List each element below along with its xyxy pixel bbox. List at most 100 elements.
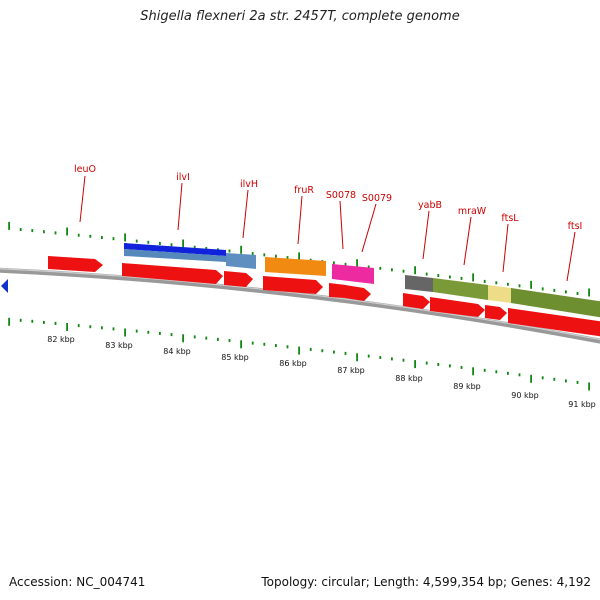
major-tick [356,353,358,362]
minor-tick [263,342,266,346]
scale-label: 89 kbp [453,382,481,391]
feature-bar-mraw [433,278,488,300]
cds-arrow-frur [263,276,323,294]
minor-tick [379,356,382,359]
gene-leaders [79,175,576,282]
minor-tick [507,282,509,286]
cds-arrow-s0079 [345,285,371,301]
scale-label: 83 kbp [105,341,133,350]
lower-tick-row [8,317,590,391]
major-tick [588,382,590,391]
gene-label: ftsL [501,213,519,224]
minor-tick [391,357,393,361]
minor-tick [518,373,521,377]
minor-tick [228,339,231,343]
minor-tick [43,320,45,324]
major-tick [124,328,126,337]
minor-tick [101,326,103,330]
minor-tick [483,368,486,372]
minor-tick [402,269,405,273]
left-triangle-icon[interactable] [1,279,8,293]
minor-tick [541,287,544,291]
major-tick [8,221,10,230]
upper-tick-row [8,221,590,297]
minor-tick [135,239,138,243]
minor-tick [159,331,161,335]
major-tick [356,259,358,268]
minor-tick [402,358,405,362]
minor-tick [460,276,463,280]
major-tick [240,340,242,349]
minor-tick [31,319,34,323]
minor-tick [159,242,161,245]
minor-tick [309,347,312,351]
cds-arrow-ilvh [224,271,253,287]
minor-tick [275,344,277,348]
feature-bar-ilvh [226,253,256,269]
minor-tick [205,247,208,250]
minor-tick [193,335,196,339]
cds-arrow-ftsi [508,308,600,337]
cds-arrow-ftsl [485,305,507,320]
minor-tick [483,279,486,283]
minor-tick [77,324,80,328]
minor-tick [275,254,277,258]
cds-arrow-yabb [403,293,430,309]
minor-tick [170,243,173,247]
feature-bar-ftsl [488,285,511,303]
gene-label: ilvI [176,172,190,183]
major-tick [530,280,532,289]
minor-tick [518,284,521,288]
minor-tick [425,272,428,276]
minor-tick [286,256,289,260]
gene-label: yabB [418,200,442,211]
major-tick [298,346,300,355]
scale-label: 84 kbp [163,347,191,356]
minor-tick [217,337,219,341]
feature-bar-s0078 [332,264,374,284]
cds-track [48,256,600,337]
minor-tick [565,379,567,383]
gene-label: mraW [458,206,487,217]
major-tick [588,288,590,297]
major-tick [182,334,184,343]
minor-tick [425,361,428,365]
minor-tick [89,325,92,329]
feature-bar-ilvi [124,249,226,262]
feature-bar-ilvi-dark [124,243,226,256]
gene-label: leuO [74,164,96,175]
minor-tick [147,240,150,244]
scale-label: 86 kbp [279,359,307,368]
minor-tick [367,265,370,269]
minor-tick [379,266,382,270]
minor-tick [251,252,254,256]
minor-tick [89,234,92,238]
minor-tick [251,341,254,345]
gene-label: ilvH [240,179,258,190]
minor-tick [460,365,463,369]
minor-tick [193,245,196,249]
major-tick [472,273,474,282]
minor-tick [228,249,231,253]
minor-tick [576,380,579,384]
major-tick [472,367,474,376]
genome-backbone [0,267,600,344]
minor-tick [321,349,324,353]
feature-bar-frur [265,257,326,276]
minor-tick [553,377,556,381]
minor-tick [449,364,451,368]
minor-tick [437,363,440,366]
feature-track-upper [124,243,600,318]
gene-label: fruR [294,185,314,196]
major-tick [414,266,416,275]
minor-tick [170,333,173,337]
cds-arrow-ilvi [122,263,223,284]
minor-tick [333,261,335,265]
minor-tick [19,318,22,322]
scale-label: 82 kbp [47,335,75,344]
minor-tick [31,229,34,233]
feature-bar-yabb [405,275,433,292]
minor-tick [19,228,22,231]
major-tick [66,227,68,236]
